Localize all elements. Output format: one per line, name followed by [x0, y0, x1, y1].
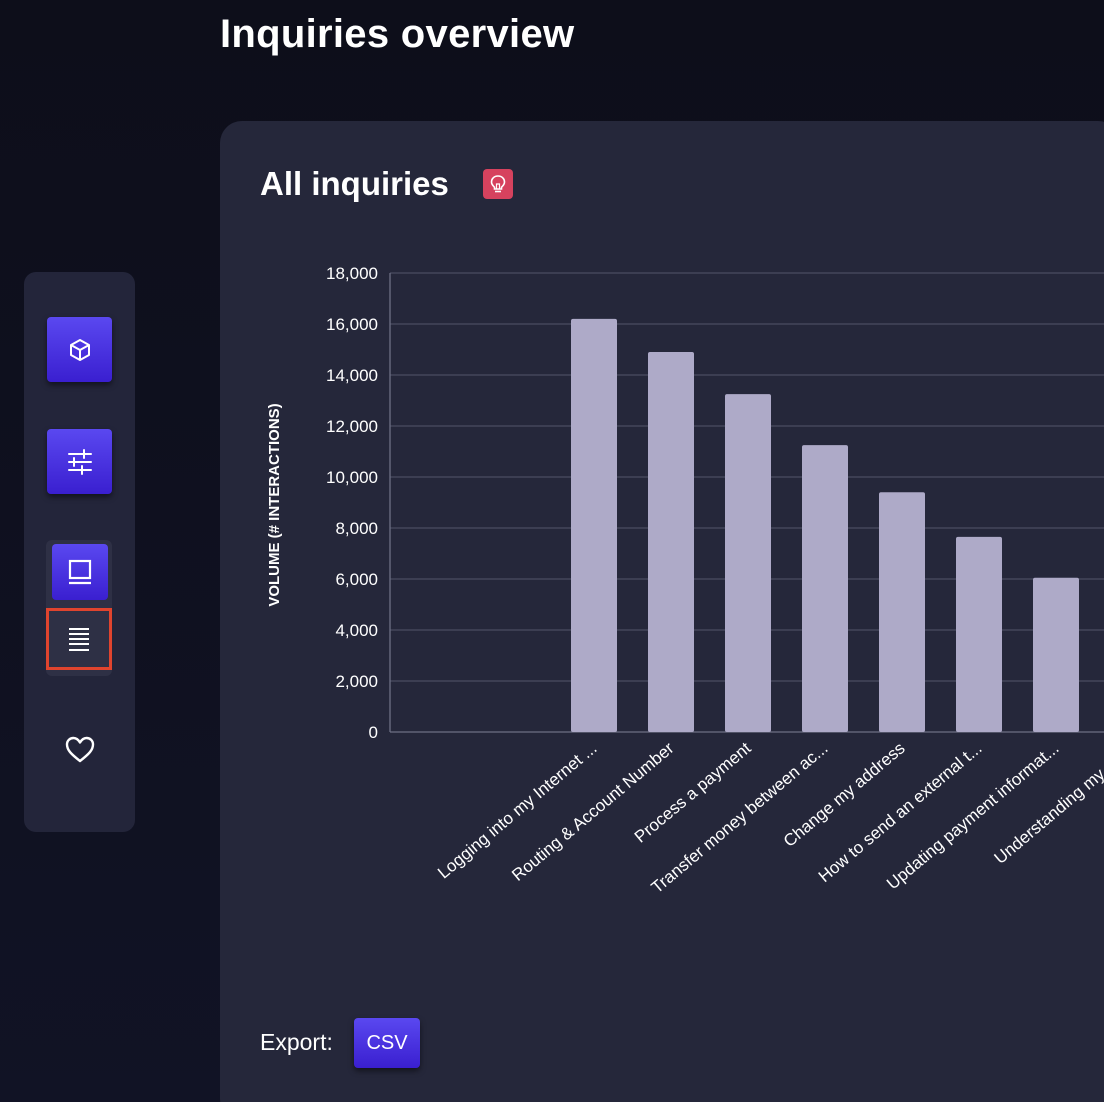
sliders-icon — [67, 448, 92, 475]
x-tick-labels: Logging into my Internet ...Routing & Ac… — [434, 738, 1104, 897]
chart-bar[interactable] — [1033, 577, 1079, 732]
sidebar-item-list-view[interactable] — [46, 608, 112, 670]
y-tick-label: 8,000 — [335, 519, 378, 538]
chart-bars — [571, 318, 1079, 732]
y-tick-label: 16,000 — [326, 315, 378, 334]
chart-bar[interactable] — [802, 445, 848, 732]
sidebar-item-products[interactable] — [47, 317, 112, 382]
y-tick-labels: 0 2,000 4,000 6,000 8,000 10,000 12,000 14,000 1… — [326, 264, 378, 742]
export-label: Export: — [260, 1029, 333, 1055]
chart-bar[interactable] — [725, 394, 771, 732]
y-tick-label: 12,000 — [326, 417, 378, 436]
y-tick-label: 2,000 — [335, 672, 378, 691]
inquiries-panel: All inquiries 0 2,000 4,000 6,000 8,000 10,00… — [220, 121, 1104, 1102]
panel-title: All inquiries — [260, 165, 449, 202]
y-axis-label: VOLUME (# INTERACTIONS) — [266, 403, 283, 606]
y-tick-label: 6,000 — [335, 570, 378, 589]
bar-chart: 0 2,000 4,000 6,000 8,000 10,000 12,000 14,000 1… — [266, 264, 1104, 897]
hint-button[interactable] — [483, 169, 513, 199]
y-tick-label: 10,000 — [326, 468, 378, 487]
export-csv-button[interactable]: CSV — [354, 1018, 420, 1068]
sidebar — [24, 272, 135, 832]
sidebar-item-filters[interactable] — [47, 429, 112, 494]
sidebar-item-chart-view[interactable] — [52, 544, 108, 600]
chart-bar[interactable] — [571, 318, 617, 732]
chart-bar[interactable] — [648, 352, 694, 732]
sidebar-view-group — [46, 540, 112, 676]
chart-bar[interactable] — [956, 536, 1002, 732]
chart-bar[interactable] — [879, 492, 925, 732]
y-tick-label: 18,000 — [326, 264, 378, 283]
sidebar-item-favorites[interactable] — [62, 734, 98, 766]
list-icon — [69, 628, 89, 651]
y-tick-label: 14,000 — [326, 366, 378, 385]
lightbulb-icon — [490, 175, 506, 193]
heart-icon — [65, 736, 95, 763]
cube-icon — [69, 338, 90, 361]
x-tick-label: Routing & Account Number — [508, 738, 678, 885]
page-title: Inquiries overview — [220, 12, 575, 56]
laptop-icon — [68, 559, 92, 585]
y-tick-label: 4,000 — [335, 621, 378, 640]
y-tick-label: 0 — [369, 723, 378, 742]
x-tick-label: Logging into my Internet ... — [434, 739, 600, 883]
